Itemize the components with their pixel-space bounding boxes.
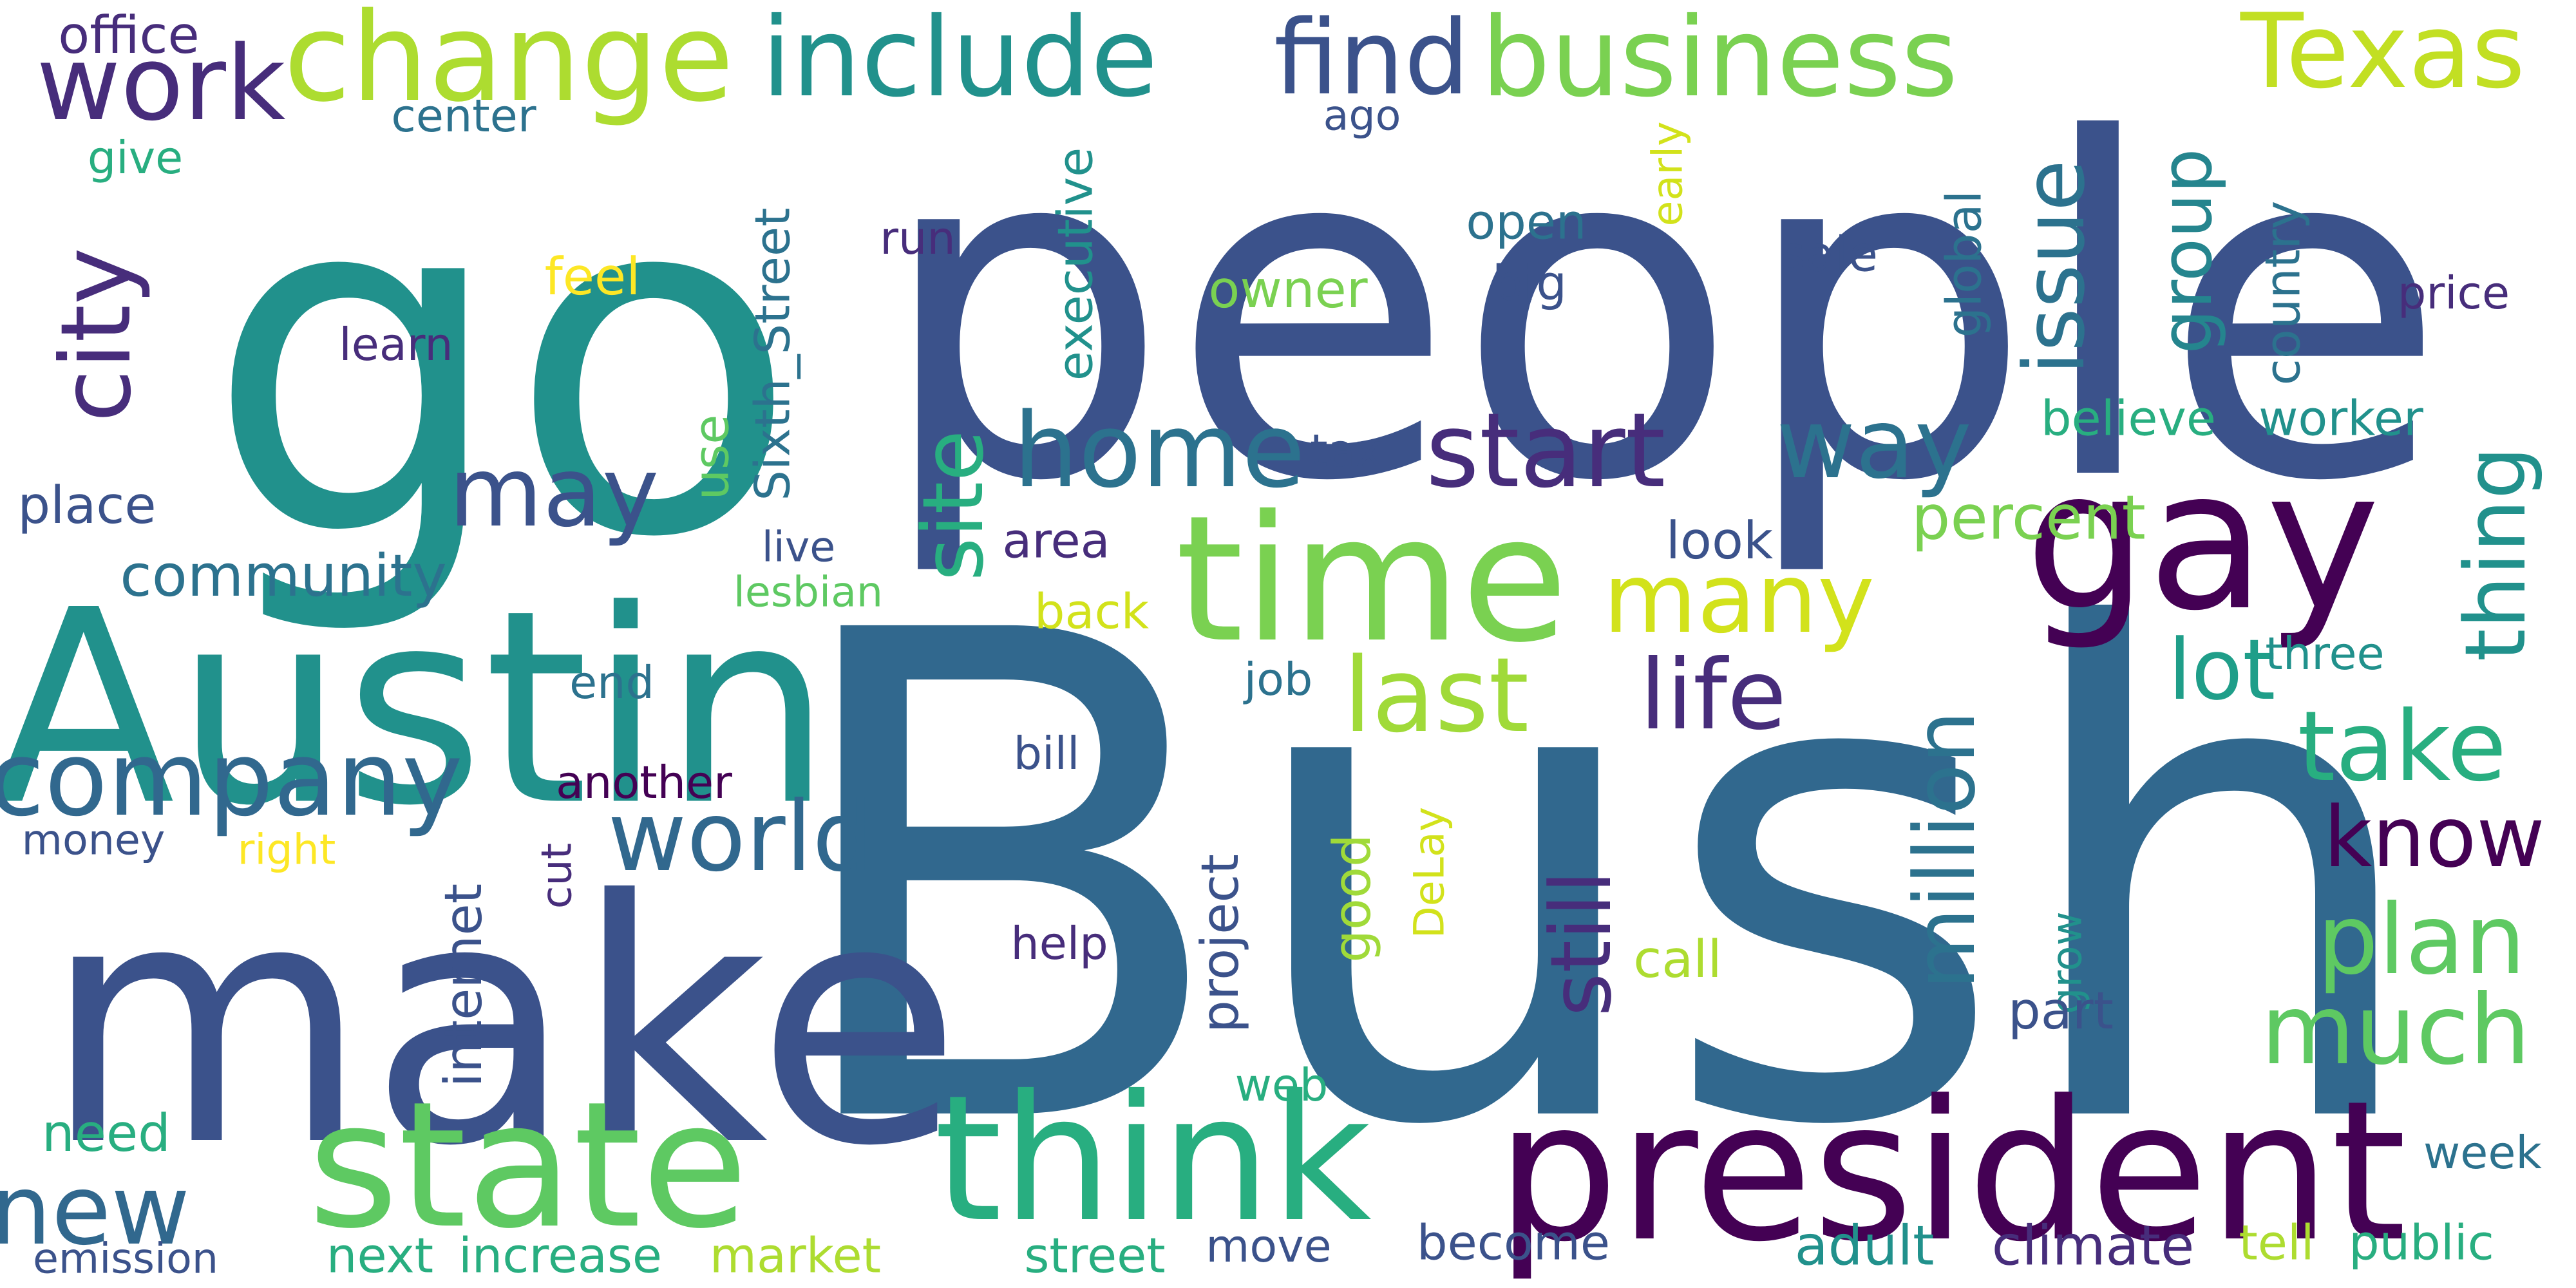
word-much: much: [2260, 974, 2531, 1086]
word-tell: tell: [2239, 1214, 2315, 1271]
word-include: include: [761, 0, 1158, 122]
word-time: time: [1175, 478, 1569, 681]
word-gay: gay: [2025, 428, 2380, 653]
word-group: group: [2145, 148, 2228, 354]
word-company: company: [0, 719, 463, 839]
word-web: web: [1235, 1059, 1329, 1112]
word-president: president: [1495, 1059, 2407, 1284]
word-call: call: [1633, 929, 1722, 989]
word-sixth-street: Sixth_Street: [744, 207, 801, 501]
word-part: part: [2007, 981, 2114, 1041]
word-executive: executive: [1046, 147, 1104, 381]
word-community: community: [120, 542, 447, 610]
word-take: take: [2297, 691, 2507, 803]
word-delay: DeLay: [1405, 806, 1454, 939]
word-may: may: [448, 437, 659, 549]
word-home: home: [1013, 390, 1305, 511]
word-go: go: [205, 86, 800, 641]
word-believe: believe: [2040, 390, 2217, 447]
word-change: change: [283, 0, 734, 129]
word-price: price: [2397, 267, 2510, 319]
word-know: know: [2324, 788, 2545, 886]
word-learn: learn: [339, 318, 453, 371]
word-another: another: [556, 756, 732, 809]
word-week: week: [2423, 1126, 2542, 1179]
word-issue: issue: [2005, 160, 2103, 375]
word-many: many: [1603, 543, 1875, 655]
word-people: people: [875, 43, 2448, 582]
word-lot: lot: [2168, 621, 2276, 719]
word-austin: Austin: [0, 553, 833, 864]
word-climate: climate: [1991, 1214, 2195, 1278]
word-state: state: [308, 1064, 748, 1267]
word-new: new: [0, 1155, 191, 1267]
word-ago: ago: [1323, 91, 1401, 140]
word-move: move: [1206, 1220, 1332, 1273]
word-feel: feel: [544, 247, 641, 307]
word-emission: emission: [32, 1235, 219, 1283]
word-think: think: [934, 1057, 1372, 1260]
word-good: good: [1322, 834, 1382, 963]
word-country: country: [2254, 200, 2311, 386]
word-global: global: [1935, 190, 1993, 338]
word-last: last: [1343, 635, 1530, 755]
word-right: right: [237, 826, 336, 875]
word-public: public: [2349, 1214, 2494, 1271]
word-internet: internet: [433, 883, 493, 1088]
word-texas: Texas: [2240, 0, 2526, 111]
word-bush: Bush: [775, 493, 2432, 1272]
word-use: use: [683, 414, 740, 500]
word-give: give: [87, 131, 184, 184]
word-sale: sale: [1779, 225, 1879, 283]
word-center: center: [391, 90, 536, 142]
word-help: help: [1010, 917, 1108, 970]
word-market: market: [709, 1227, 882, 1284]
word-work: work: [36, 23, 286, 144]
word-life: life: [1639, 639, 1787, 752]
word-street: street: [1024, 1227, 1166, 1284]
word-run: run: [880, 212, 956, 265]
word-tax: tax: [1310, 424, 1382, 477]
word-office: office: [58, 5, 200, 65]
word-area: area: [1002, 512, 1110, 569]
word-city: city: [41, 247, 153, 422]
word-project: project: [1190, 854, 1250, 1033]
word-thing: thing: [2447, 446, 2544, 662]
word-back: back: [1034, 583, 1150, 640]
word-live: live: [761, 523, 836, 572]
word-way: way: [1776, 388, 1972, 500]
word-site: site: [904, 430, 1002, 582]
word-lesbian: lesbian: [733, 568, 884, 617]
word-plan: plan: [2317, 884, 2526, 996]
word-owner: owner: [1208, 260, 1368, 319]
word-still: still: [1532, 870, 1630, 1017]
word-adult: adult: [1794, 1214, 1935, 1278]
word-make: make: [43, 829, 962, 1219]
word-percent: percent: [1911, 482, 2146, 554]
word-increase: increase: [458, 1227, 663, 1284]
word-big: big: [1492, 254, 1567, 312]
word-end: end: [569, 656, 654, 709]
word-bill: bill: [1013, 727, 1080, 780]
word-place: place: [17, 475, 156, 535]
word-early: early: [1643, 121, 1692, 227]
word-need: need: [42, 1103, 171, 1163]
word-open: open: [1466, 193, 1587, 251]
word-look: look: [1665, 511, 1774, 571]
word-next: next: [326, 1227, 434, 1284]
word-job: job: [1244, 653, 1313, 706]
word-world: world: [607, 781, 874, 893]
word-money: money: [21, 816, 166, 865]
word-become: become: [1416, 1214, 1611, 1271]
word-start: start: [1425, 390, 1666, 511]
word-cut: cut: [533, 842, 582, 909]
word-worker: worker: [2259, 390, 2423, 447]
word-three: three: [2265, 627, 2385, 680]
word-business: business: [1481, 0, 1958, 122]
word-million: million: [1896, 710, 1994, 990]
word-find: find: [1274, 0, 1470, 118]
